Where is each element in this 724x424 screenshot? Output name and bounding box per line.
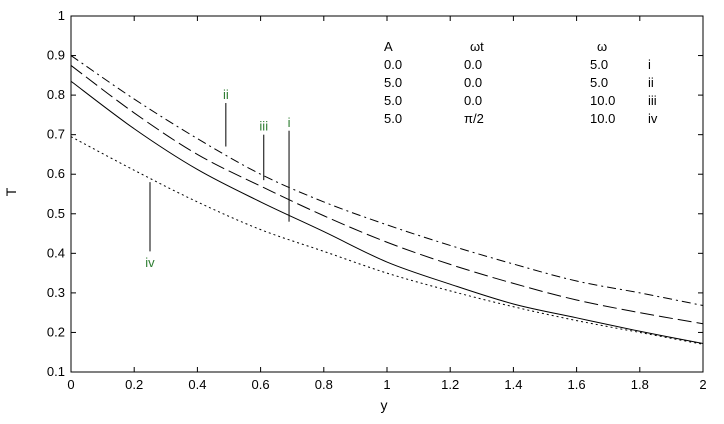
legend-cell: 5.0	[384, 93, 402, 108]
legend-cell: 0.0	[464, 75, 482, 90]
series-line-ii	[70, 55, 704, 307]
x-tick-label: 0.6	[252, 377, 270, 392]
x-tick-label: 0.2	[125, 377, 143, 392]
legend-curve-id: i	[648, 57, 651, 72]
y-tick-label: 0.2	[47, 324, 65, 339]
x-tick-label: 1.4	[504, 377, 522, 392]
y-tick-label: 0.6	[47, 166, 65, 181]
legend-cell: π/2	[464, 111, 484, 126]
y-tick-label: 1	[58, 8, 65, 23]
y-axis-title: T	[3, 187, 19, 196]
legend-curve-id: iii	[648, 93, 657, 108]
legend-cell: 5.0	[384, 111, 402, 126]
y-tick-label: 0.3	[47, 285, 65, 300]
legend-header: ωt	[470, 39, 484, 54]
series-line-i	[70, 80, 704, 345]
legend-cell: 0.0	[384, 57, 402, 72]
y-tick-label: 0.4	[47, 245, 65, 260]
legend-cell: 0.0	[464, 57, 482, 72]
legend-cell: 5.0	[590, 57, 608, 72]
x-tick-label: 1.2	[441, 377, 459, 392]
x-tick-label: 1.8	[631, 377, 649, 392]
x-axis-title: y	[381, 397, 388, 413]
series-label-i: i	[288, 115, 291, 130]
series-label-ii: ii	[223, 87, 229, 102]
legend-cell: 5.0	[590, 75, 608, 90]
x-tick-label: 0.8	[315, 377, 333, 392]
series-label-iv: iv	[145, 255, 155, 270]
legend-curve-id: ii	[648, 75, 654, 90]
series-label-iii: iii	[259, 119, 268, 134]
series-line-iv	[70, 136, 704, 345]
y-tick-label: 0.9	[47, 48, 65, 63]
axis-ticks: 0 0.2 0.4 0.6 0.8 1 1.2 1.4 1.6 1.8 2 0.1 0.2 0.3 0.4 0…	[47, 8, 707, 392]
legend-cell: 10.0	[590, 111, 615, 126]
x-tick-label: 0.4	[188, 377, 206, 392]
legend-curve-id: iv	[648, 111, 658, 126]
x-tick-label: 2	[699, 377, 706, 392]
y-tick-label: 0.5	[47, 206, 65, 221]
series-layer	[70, 55, 704, 345]
legend-cell: 5.0	[384, 75, 402, 90]
legend-cell: 10.0	[590, 93, 615, 108]
y-tick-label: 0.7	[47, 127, 65, 142]
legend-cell: 0.0	[464, 93, 482, 108]
legend-header: A	[384, 39, 393, 54]
y-tick-label: 0.1	[47, 364, 65, 379]
x-tick-label: 1.6	[568, 377, 586, 392]
y-tick-label: 0.8	[47, 87, 65, 102]
x-tick-label: 1	[383, 377, 390, 392]
series-line-iii	[70, 65, 704, 325]
x-tick-label: 0	[67, 377, 74, 392]
legend-header: ω	[597, 39, 607, 54]
